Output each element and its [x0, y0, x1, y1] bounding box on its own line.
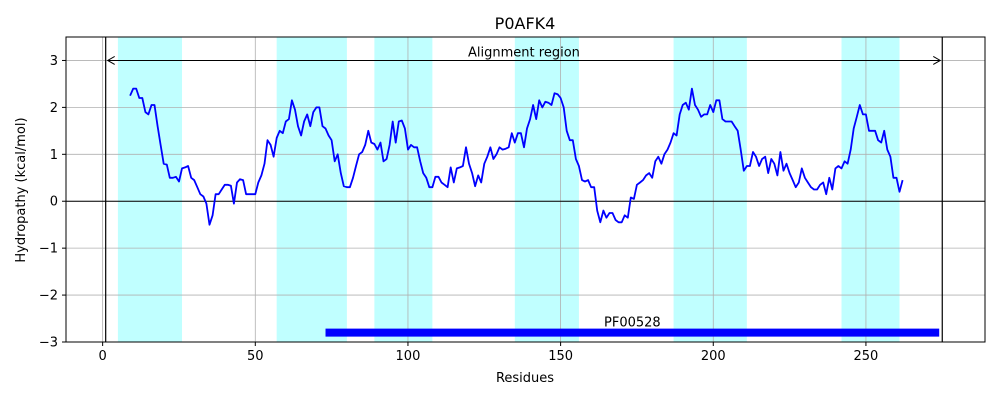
- highlight-region: [514, 37, 579, 342]
- y-tick-label: 2: [50, 101, 58, 116]
- highlight-region: [673, 37, 747, 342]
- reference-lines: [66, 37, 985, 342]
- highlight-region: [374, 37, 433, 342]
- highlight-regions: [117, 37, 900, 342]
- alignment-region-label: Alignment region: [468, 45, 580, 60]
- y-tick-label: 0: [50, 195, 58, 210]
- domain-label: PF00528: [604, 316, 661, 331]
- y-tick-label: −1: [39, 242, 58, 257]
- chart-title: P0AFK4: [495, 14, 556, 33]
- y-axis-label: Hydropathy (kcal/mol): [14, 117, 29, 262]
- x-axis-ticks: 0 50 100 150 200 250: [98, 342, 878, 364]
- hydropathy-series: [129, 87, 904, 226]
- hydropathy-line: [129, 87, 904, 226]
- x-tick-label: 150: [548, 349, 573, 364]
- highlight-region: [117, 37, 183, 342]
- alignment-arrow-right-head: [933, 56, 942, 65]
- x-tick-label: 0: [98, 349, 106, 364]
- y-tick-label: −3: [39, 336, 58, 351]
- x-tick-label: 100: [396, 349, 421, 364]
- x-tick-label: 50: [247, 349, 264, 364]
- y-axis-ticks: −3 −2 −1 0 1 2 3: [39, 54, 66, 351]
- y-tick-label: −2: [39, 289, 58, 304]
- plot-frame: [65, 36, 986, 343]
- y-tick-label: 1: [50, 148, 58, 163]
- domain-bar: [325, 328, 940, 337]
- highlight-region: [841, 37, 900, 342]
- x-axis-label: Residues: [496, 371, 554, 386]
- y-tick-label: 3: [50, 54, 58, 69]
- highlight-region: [276, 37, 347, 342]
- x-tick-label: 250: [854, 349, 879, 364]
- annotations: Alignment region PF00528: [106, 45, 942, 337]
- alignment-arrow-left-head: [106, 56, 115, 65]
- x-tick-label: 200: [701, 349, 726, 364]
